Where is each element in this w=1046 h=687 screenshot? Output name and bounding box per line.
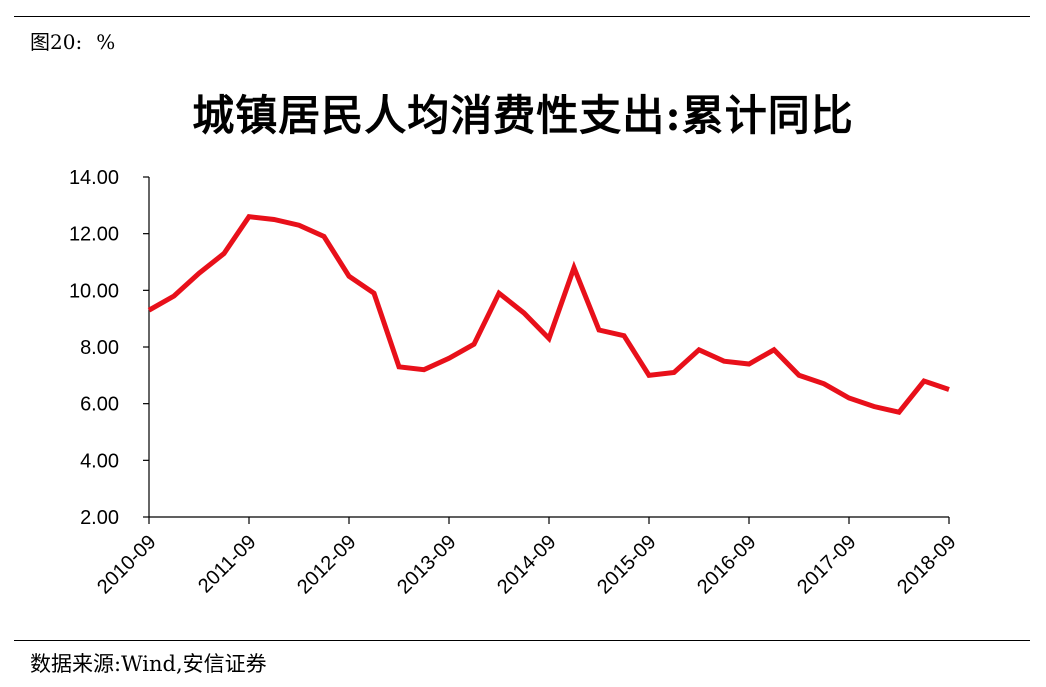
source-note: 数据来源:Wind,安信证券 (30, 652, 267, 676)
figure-label: 图20:% (30, 26, 115, 55)
x-tick-label: 2011-09 (194, 531, 260, 597)
y-tick-label: 4.00 (80, 450, 119, 472)
x-tick-label: 2015-09 (593, 531, 660, 598)
y-tick-label: 8.00 (80, 337, 119, 359)
unit-label: % (96, 30, 116, 54)
series-group (147, 214, 950, 415)
y-tick-label: 2.00 (80, 507, 119, 529)
x-tick-label: 2013-09 (393, 531, 460, 598)
x-tick-label: 2016-09 (693, 531, 760, 598)
x-tick-label: 2018-09 (893, 531, 960, 598)
x-tick-label: 2012-09 (293, 531, 360, 598)
series-line-0 (147, 214, 950, 415)
x-tick-label: 2010-09 (93, 531, 160, 598)
y-tick-label: 6.00 (80, 394, 119, 416)
x-axis: 2010-09 2011-09 2012-09 2013-09 2014-09 2015-… (93, 516, 961, 598)
y-tick-label: 10.00 (69, 280, 119, 302)
top-rule (14, 16, 1030, 17)
chart-title: 城镇居民人均消费性支出:累计同比 (192, 91, 854, 140)
y-tick-label: 14.00 (69, 167, 119, 189)
figure-number: 图20: (30, 30, 83, 54)
bottom-rule (14, 640, 1030, 641)
x-tick-label: 2014-09 (493, 531, 560, 598)
x-tick-label: 2017-09 (793, 531, 860, 598)
y-axis: 2.00 4.00 6.00 8.00 10.00 12.00 14.00 (69, 167, 150, 529)
y-tick-label: 12.00 (69, 224, 119, 246)
